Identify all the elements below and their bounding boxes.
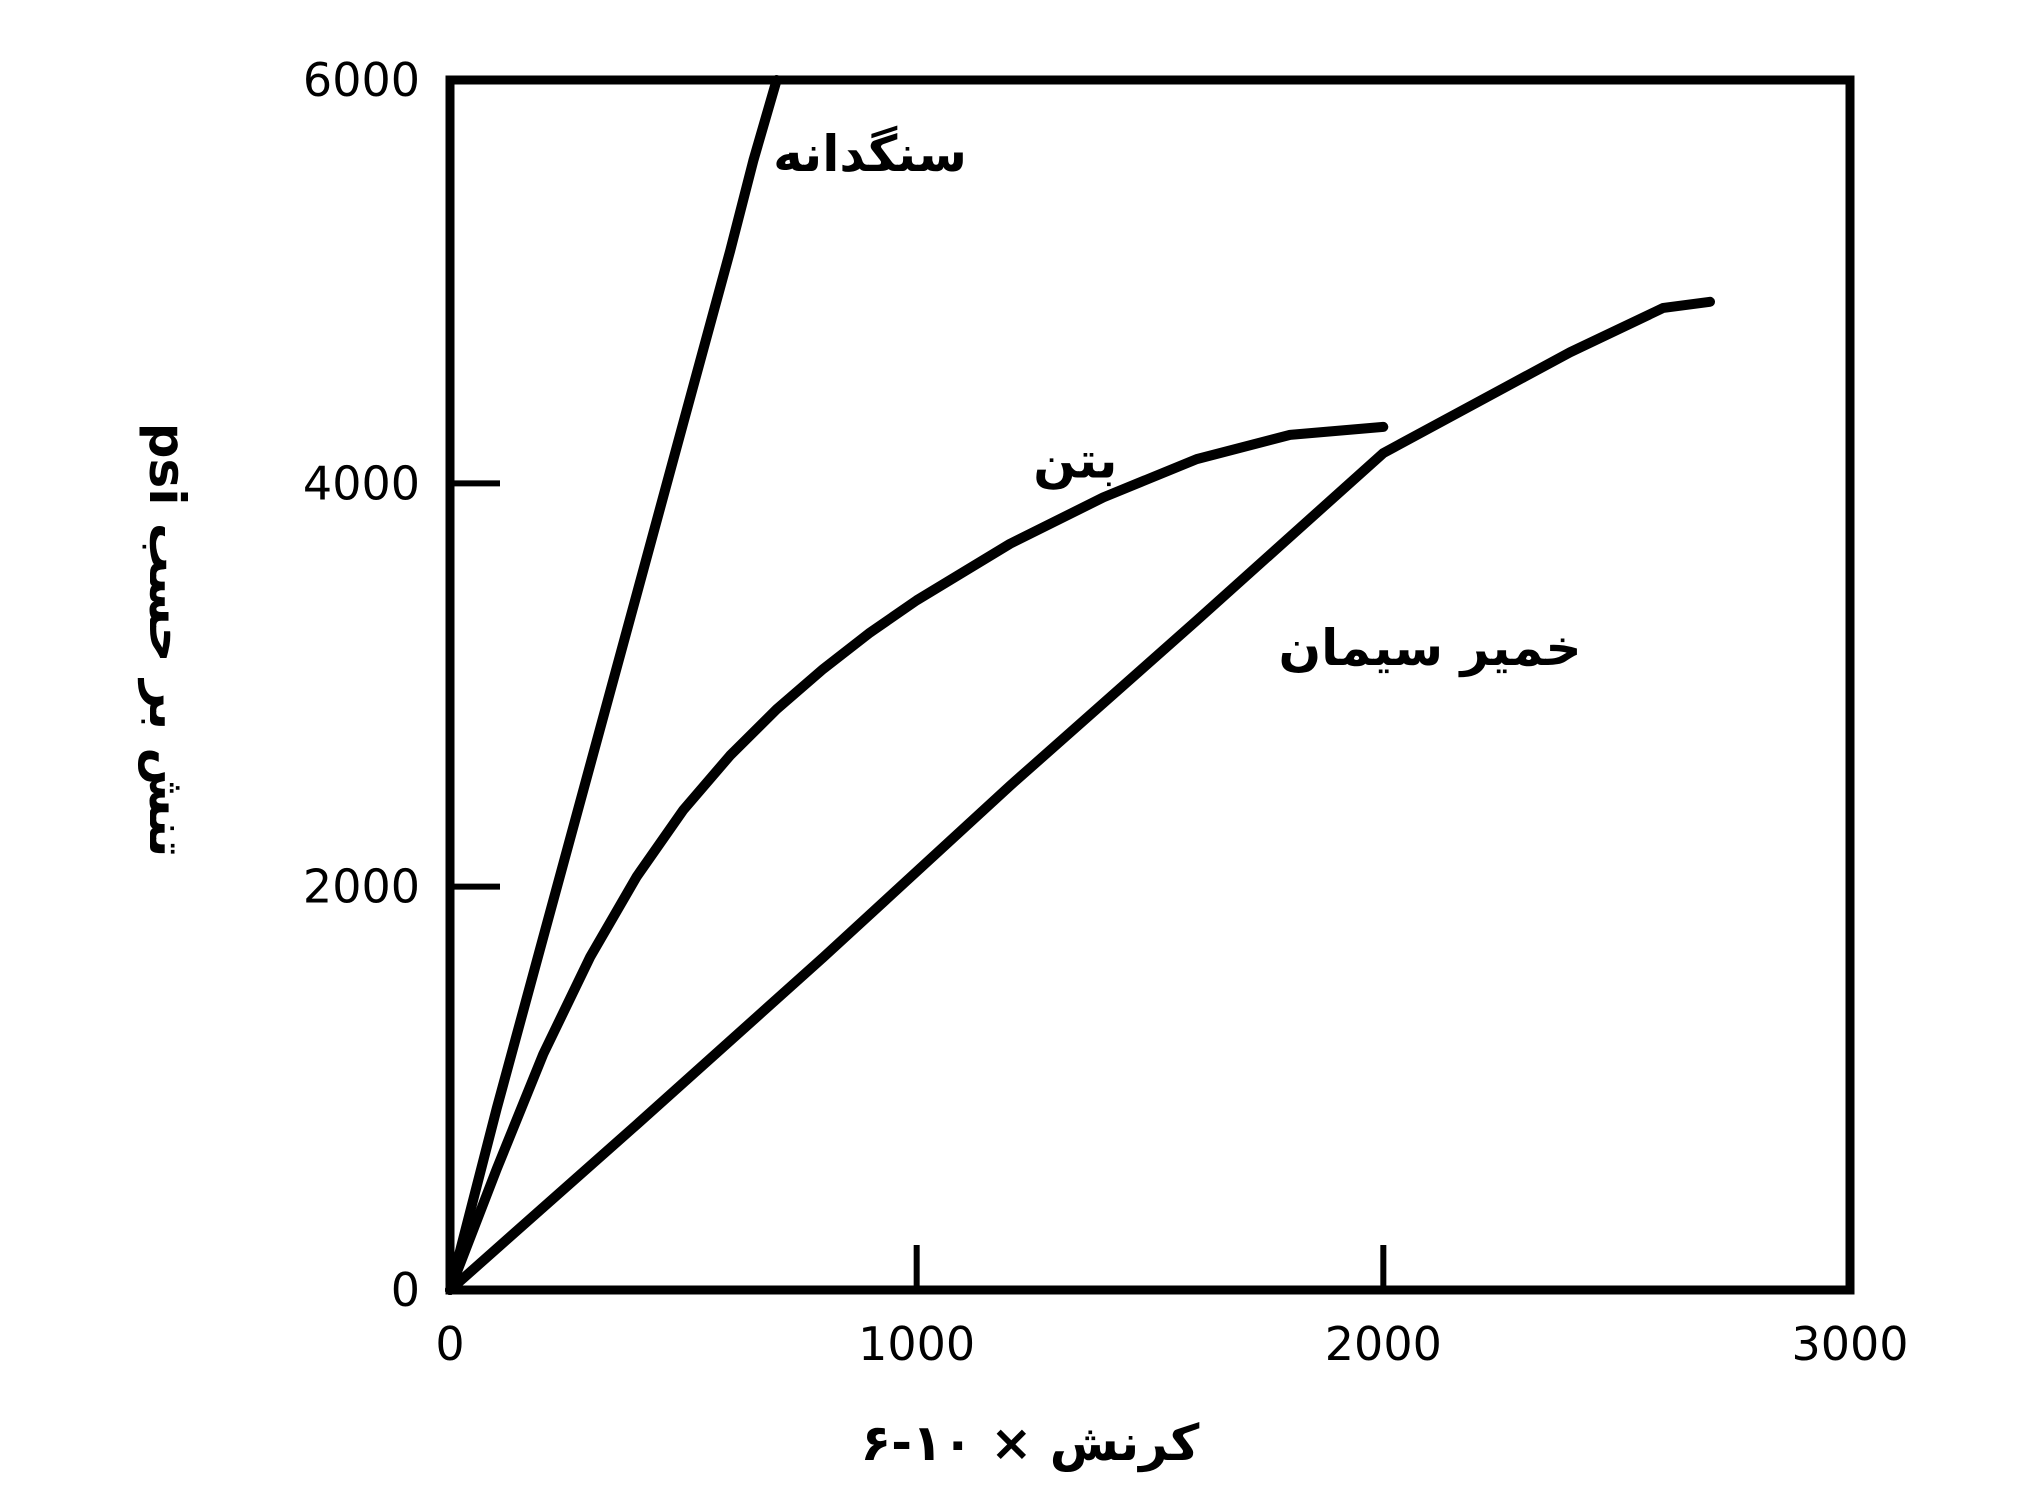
- series-labels: سنگدانه بتن خمیر سیمان: [773, 125, 1581, 678]
- plot-frame: [445, 75, 1855, 1295]
- cement-paste-curve: [445, 296, 1715, 1295]
- y-tick-label: 2000: [303, 860, 420, 914]
- concrete-label: بتن: [1033, 431, 1117, 490]
- y-axis-label: تنش بر حسب psi: [137, 423, 196, 858]
- x-tick-label: 2000: [1325, 1317, 1442, 1371]
- x-tick-label: 3000: [1791, 1317, 1908, 1371]
- y-tick-label: 0: [391, 1263, 420, 1317]
- y-axis-ticks: 0 2000 4000 6000: [303, 53, 500, 1317]
- aggregate-curve: [445, 75, 782, 1295]
- x-tick-label: 0: [435, 1317, 464, 1371]
- x-axis-ticks: 0 1000 2000 3000: [435, 1245, 1909, 1371]
- y-tick-label: 6000: [303, 53, 420, 107]
- cement-paste-label: خمیر سیمان: [1278, 619, 1581, 678]
- concrete-curve: [445, 421, 1389, 1295]
- x-tick-label: 1000: [858, 1317, 975, 1371]
- y-tick-label: 4000: [303, 456, 420, 510]
- x-axis-label: کرنش × ۱۰-۶: [861, 1414, 1201, 1473]
- series-curves: [445, 75, 1715, 1295]
- aggregate-label: سنگدانه: [773, 125, 967, 183]
